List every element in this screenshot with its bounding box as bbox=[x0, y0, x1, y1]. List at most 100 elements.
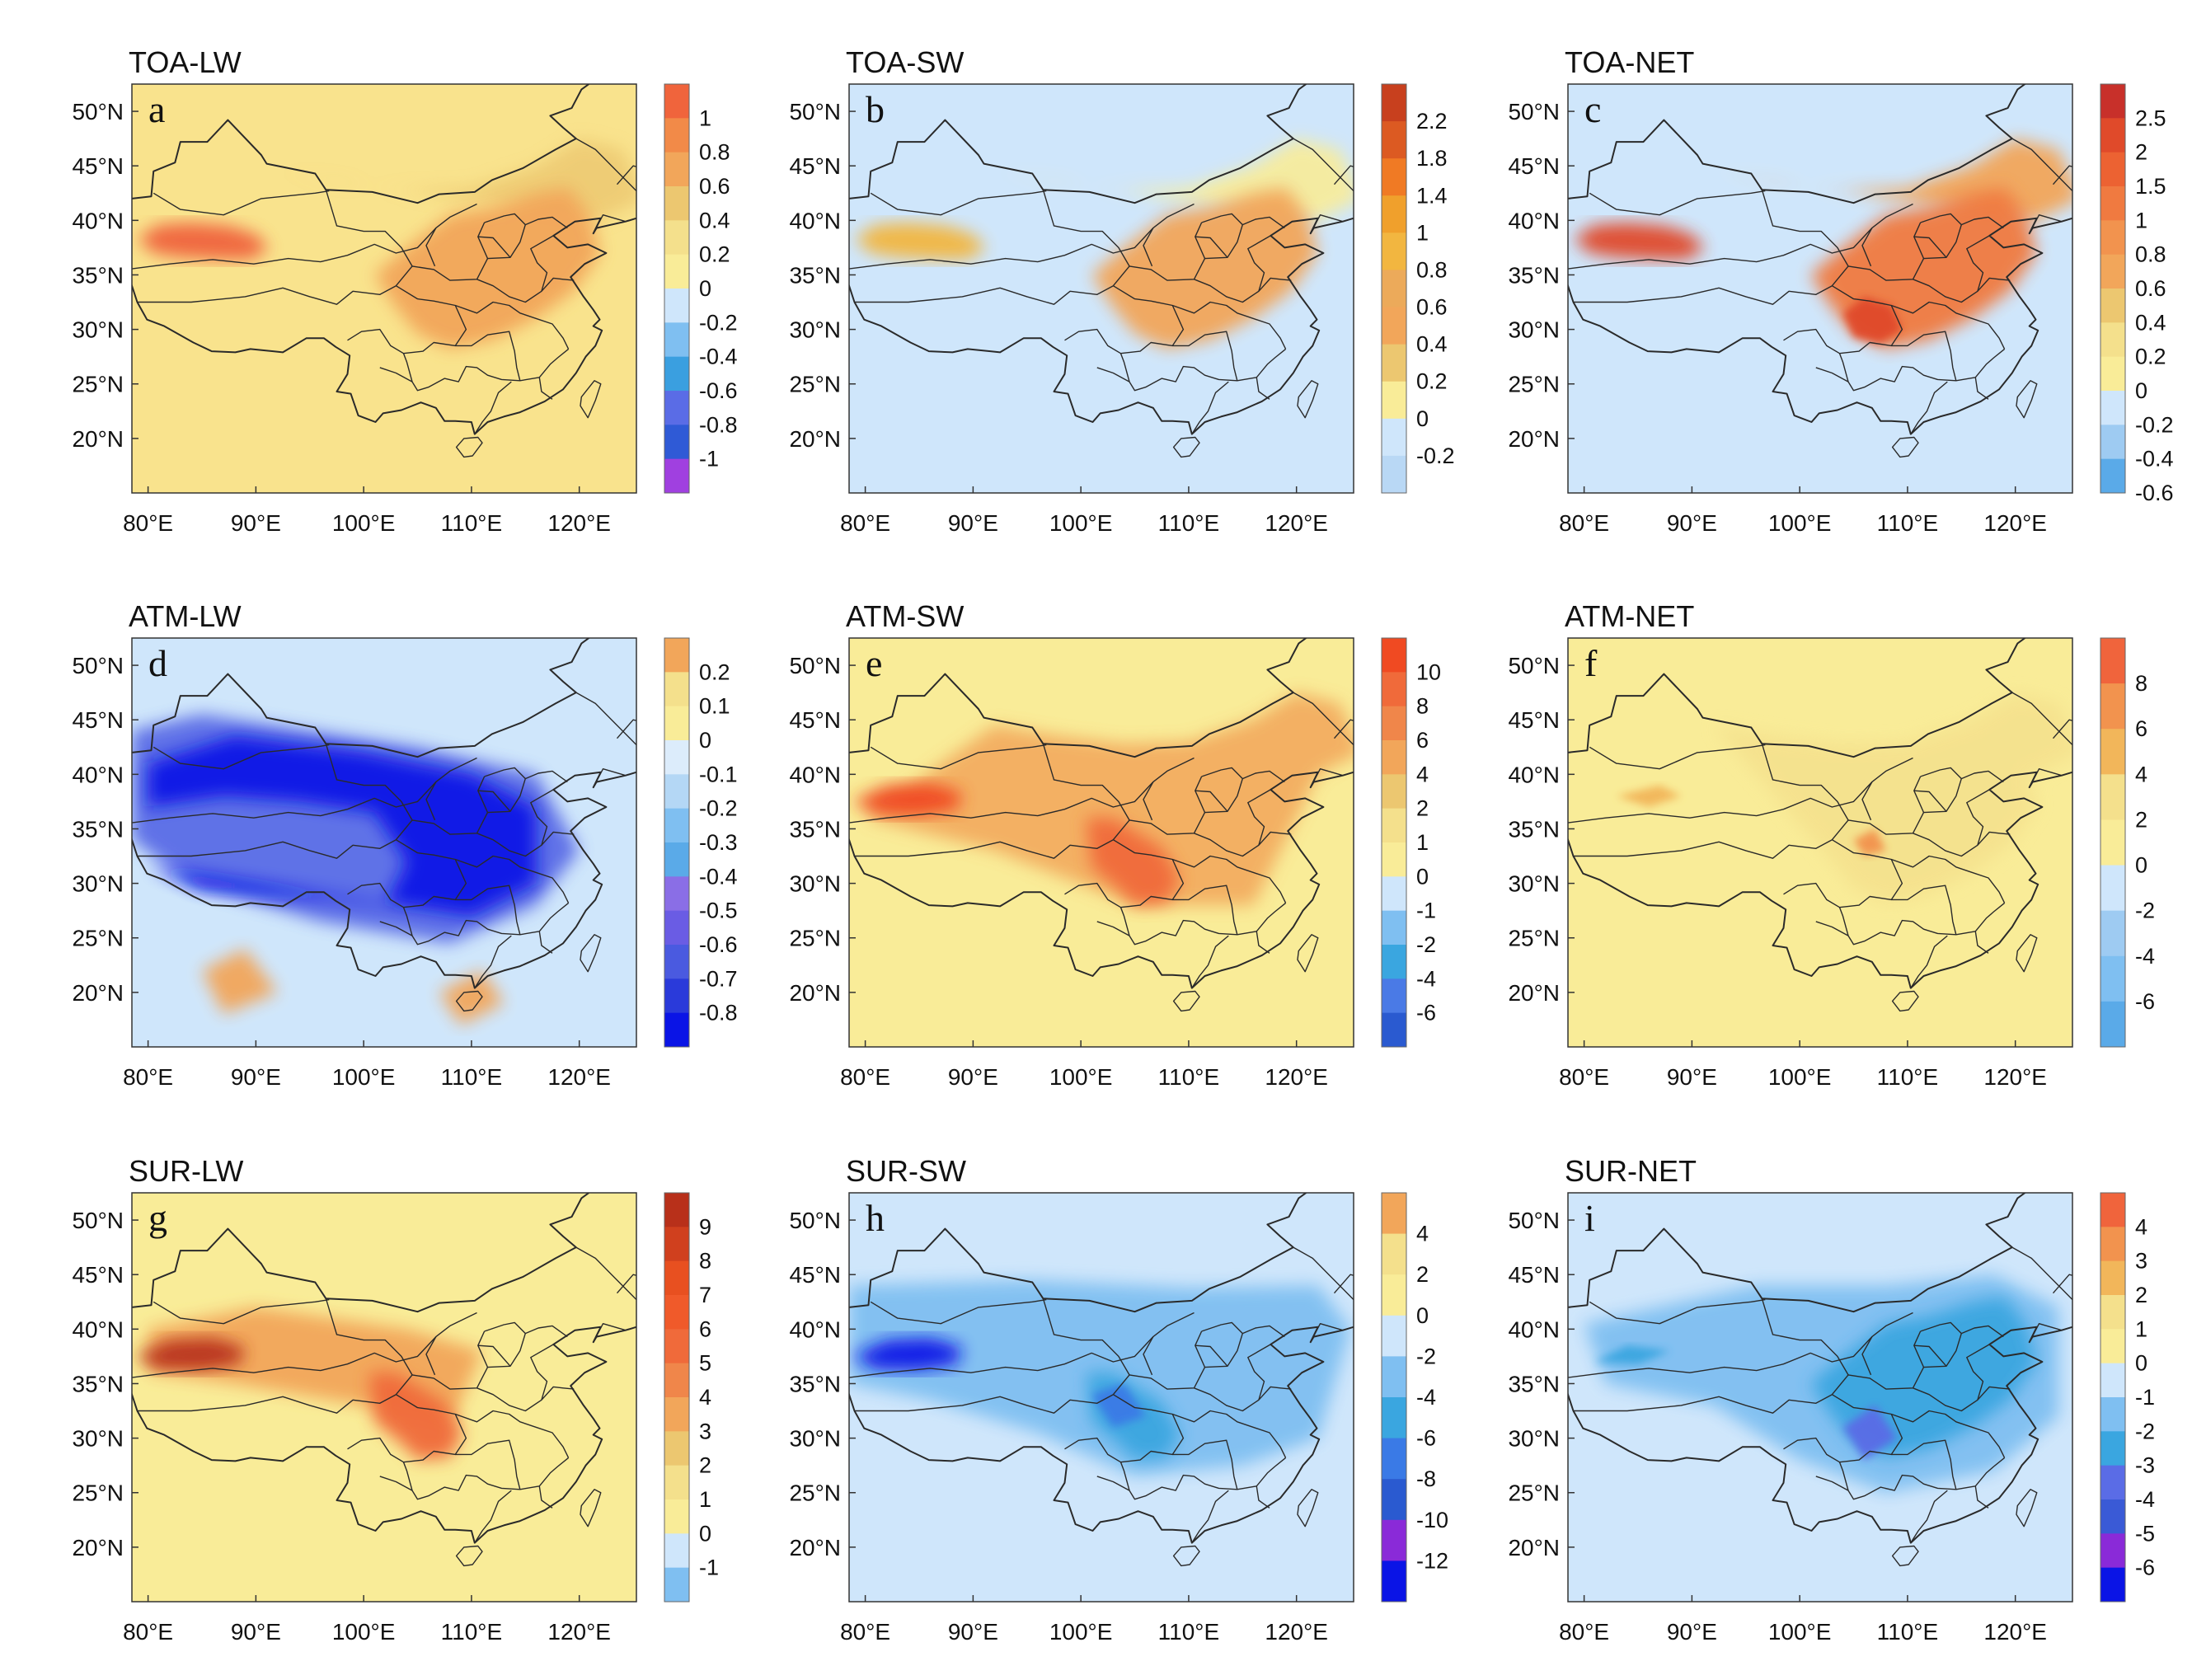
colorbar-swatch bbox=[2100, 774, 2125, 820]
colorbar-frame bbox=[2100, 1192, 2126, 1603]
colorbar-label: -4 bbox=[2135, 944, 2155, 969]
colorbar-label: 0 bbox=[2135, 1351, 2147, 1376]
province-line bbox=[153, 744, 330, 770]
province-line bbox=[1966, 789, 1990, 846]
colorbar-swatch bbox=[1382, 455, 1406, 494]
colorbar-label: 0.2 bbox=[699, 242, 730, 267]
colorbar-swatch bbox=[2100, 729, 2125, 775]
x-tick-label: 110°E bbox=[1877, 1064, 1939, 1090]
y-tick-label: 40°N bbox=[72, 208, 124, 233]
y-tick-label: 30°N bbox=[72, 871, 124, 897]
colorbar-swatch bbox=[1382, 740, 1406, 775]
y-tick-label: 25°N bbox=[72, 372, 124, 397]
hainan-outline bbox=[455, 990, 483, 1012]
map-frame bbox=[848, 637, 1354, 1048]
province-line bbox=[616, 165, 636, 185]
province-line bbox=[153, 190, 330, 216]
province-line bbox=[1333, 1274, 1354, 1294]
map-area bbox=[132, 638, 636, 1047]
colorbar-label: -0.4 bbox=[699, 864, 738, 889]
province-line bbox=[525, 770, 568, 783]
colorbar-label: 1.5 bbox=[2135, 174, 2166, 199]
y-tick-label: 45°N bbox=[789, 1262, 841, 1288]
province-line bbox=[1191, 381, 1229, 434]
panel-letter: c bbox=[1584, 88, 1601, 130]
province-line bbox=[1891, 885, 1957, 935]
colorbar-swatch bbox=[2100, 1260, 2125, 1296]
colorbar-label: 0.4 bbox=[2135, 310, 2166, 335]
y-tick-label: 50°N bbox=[1508, 653, 1560, 678]
colorbar-swatch bbox=[2100, 1567, 2125, 1603]
colorbar-frame bbox=[664, 1192, 690, 1603]
colorbar-swatch bbox=[1382, 1479, 1406, 1521]
y-tick-label: 30°N bbox=[789, 317, 841, 343]
panel-letter: f bbox=[1584, 642, 1598, 684]
y-tick-label: 50°N bbox=[1508, 99, 1560, 124]
y-tick-label: 45°N bbox=[72, 707, 124, 733]
y-tick-label: 25°N bbox=[1508, 1481, 1560, 1506]
province-line bbox=[530, 235, 554, 292]
province-line bbox=[1568, 757, 1913, 824]
province-borders bbox=[132, 84, 636, 458]
colorbar-label: 4 bbox=[2135, 1214, 2147, 1239]
colorbar-swatch bbox=[1382, 706, 1406, 741]
x-tick-label: 90°E bbox=[1667, 510, 1717, 536]
colorbar-label: 0.1 bbox=[699, 694, 730, 719]
colorbar-label: 2.5 bbox=[2135, 106, 2166, 130]
colorbar-label: 0 bbox=[1416, 1303, 1429, 1328]
colorbar-label: 1.8 bbox=[1416, 146, 1448, 171]
x-tick-label: 100°E bbox=[1768, 1619, 1832, 1645]
x-tick-label: 120°E bbox=[547, 1619, 611, 1645]
panel-letter: h bbox=[866, 1197, 885, 1239]
province-line bbox=[1191, 1490, 1229, 1543]
colorbar-swatch bbox=[664, 1012, 689, 1048]
colorbar-swatch bbox=[664, 425, 689, 460]
province-line bbox=[347, 1394, 467, 1463]
province-line bbox=[1783, 839, 1903, 908]
colorbar-swatch bbox=[2100, 1363, 2125, 1398]
province-line bbox=[1913, 1344, 1947, 1367]
colorbar-label: 2 bbox=[699, 1453, 711, 1478]
province-line bbox=[575, 1246, 636, 1301]
y-tick-label: 40°N bbox=[72, 762, 124, 787]
colorbar-swatch bbox=[2100, 1465, 2125, 1500]
x-tick-label: 80°E bbox=[123, 510, 173, 536]
x-tick-label: 120°E bbox=[1983, 1619, 2047, 1645]
colorbar-swatch bbox=[664, 152, 689, 187]
province-line bbox=[538, 1485, 553, 1509]
colorbar-label: 8 bbox=[2135, 671, 2147, 696]
colorbar-label: 1 bbox=[1416, 830, 1429, 855]
y-tick-label: 45°N bbox=[72, 153, 124, 179]
colorbar-label: -10 bbox=[1416, 1508, 1448, 1532]
colorbar-swatch bbox=[664, 356, 689, 392]
province-line bbox=[1042, 190, 1130, 267]
colorbar-swatch bbox=[1382, 158, 1406, 196]
colorbar-swatch bbox=[1382, 1274, 1406, 1316]
colorbar: 2.2 1.8 1.4 1 0.8 0.6 0.4 0.2 0 -0.2 bbox=[1381, 83, 1455, 494]
province-line bbox=[1815, 348, 2006, 392]
province-line bbox=[1293, 138, 1354, 192]
province-line bbox=[1861, 1336, 1873, 1376]
colorbar-swatch bbox=[2100, 1295, 2125, 1330]
colorbar-swatch bbox=[1382, 945, 1406, 979]
province-line bbox=[476, 277, 575, 303]
colorbar-label: -0.8 bbox=[699, 1001, 738, 1025]
hainan-outline bbox=[1172, 436, 1200, 458]
province-line bbox=[1293, 1246, 1354, 1301]
colorbar-swatch bbox=[664, 672, 689, 707]
colorbar-swatch bbox=[664, 322, 689, 358]
y-tick-label: 30°N bbox=[789, 871, 841, 897]
colorbar-swatch bbox=[2100, 152, 2125, 187]
province-line bbox=[575, 138, 636, 192]
province-line bbox=[1974, 931, 1989, 954]
colorbar-swatch bbox=[2100, 289, 2125, 323]
colorbar-swatch bbox=[664, 740, 689, 775]
province-line bbox=[854, 222, 1206, 305]
y-tick-label: 30°N bbox=[1508, 317, 1560, 343]
colorbar-label: 2.2 bbox=[1416, 109, 1448, 134]
colorbar-label: -1 bbox=[699, 1556, 719, 1580]
y-tick-label: 25°N bbox=[1508, 926, 1560, 951]
panel-f: ATM-NET f 50°N 45°N 40°N 35°N 30°N 25°N 20°N 80°E… bbox=[1508, 599, 2155, 1090]
x-tick-label: 110°E bbox=[441, 510, 503, 536]
province-line bbox=[2052, 165, 2072, 185]
